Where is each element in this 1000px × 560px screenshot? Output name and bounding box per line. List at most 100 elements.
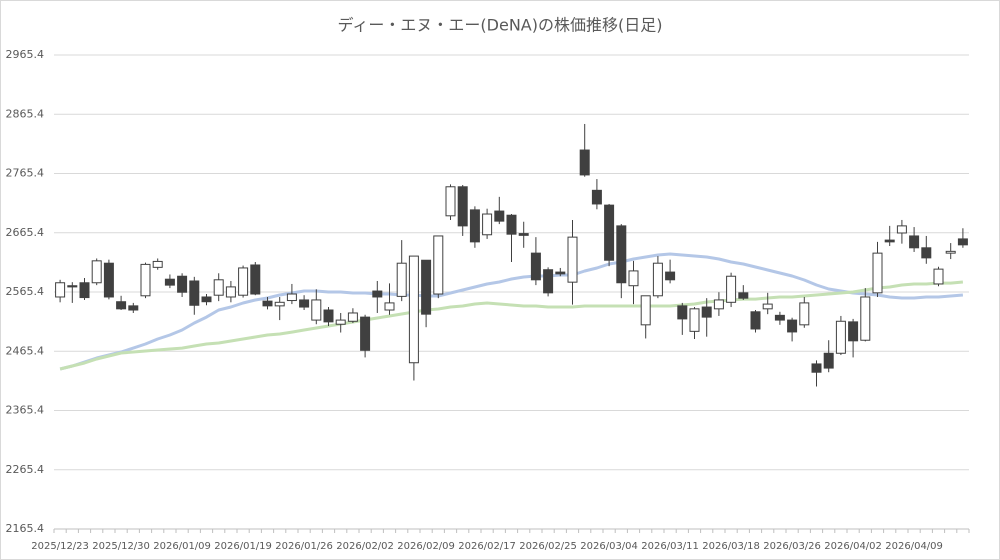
candle-body — [213, 279, 224, 296]
candle-body — [421, 259, 432, 315]
y-tick-label: 2865.4 — [6, 107, 45, 120]
candle-body — [945, 250, 956, 254]
candle-body — [750, 311, 761, 330]
x-tick-label: 2026/02/17 — [458, 541, 516, 552]
candle-body — [787, 319, 798, 333]
y-tick-label: 2465.4 — [6, 344, 45, 357]
candle-body — [103, 262, 114, 298]
candle-body — [152, 260, 163, 268]
candle-body — [177, 275, 188, 293]
x-tick-label: 2026/03/26 — [763, 541, 821, 552]
x-tick-label: 2026/03/18 — [702, 541, 760, 552]
y-tick-label: 2265.4 — [6, 463, 45, 476]
candle-body — [457, 186, 468, 227]
y-tick-label: 2565.4 — [6, 285, 45, 298]
candle-body — [921, 247, 932, 259]
y-tick-label: 2765.4 — [6, 167, 45, 180]
candle-body — [774, 314, 785, 321]
candle-body — [628, 270, 639, 287]
x-tick-label: 2026/02/09 — [397, 541, 455, 552]
x-tick-label: 2026/04/02 — [824, 541, 882, 552]
candle-body — [884, 239, 895, 243]
candle-body — [250, 264, 261, 295]
candle-body — [238, 267, 249, 296]
y-tick-label: 2165.4 — [6, 522, 45, 535]
candle-body — [543, 269, 554, 294]
candle-body — [616, 225, 627, 284]
x-tick-label: 2026/01/19 — [214, 541, 272, 552]
candle-body — [482, 213, 493, 236]
candle-body — [652, 262, 663, 297]
candle-body — [494, 210, 505, 222]
candle-body — [738, 292, 749, 299]
candle-body — [347, 312, 358, 322]
candle-body — [128, 305, 139, 311]
y-tick-label: 2365.4 — [6, 404, 45, 417]
candle-body — [189, 280, 200, 306]
candle-body — [677, 305, 688, 320]
candle-body — [811, 363, 822, 373]
candle-body — [530, 252, 541, 281]
candle-body — [860, 296, 871, 341]
candle-body — [701, 306, 712, 318]
candle-body — [579, 149, 590, 176]
candle-body — [274, 301, 285, 307]
candle-body — [555, 271, 566, 275]
candle-body — [689, 308, 700, 332]
x-tick-label: 2026/03/04 — [580, 541, 638, 552]
candle-body — [311, 299, 322, 321]
candle-body — [55, 282, 66, 298]
candle-body — [116, 301, 127, 310]
candle-body — [872, 252, 883, 294]
x-tick-label: 2026/04/09 — [885, 541, 943, 552]
candle-body — [591, 189, 602, 205]
candle-body — [91, 260, 102, 284]
candle-body — [604, 204, 615, 261]
x-tick-label: 2026/03/11 — [641, 541, 699, 552]
moving-average-line — [59, 252, 964, 371]
x-tick-label: 2025/12/23 — [31, 541, 89, 552]
candle-body — [933, 268, 944, 285]
candle-body — [164, 278, 175, 286]
candle-body — [299, 299, 310, 308]
candle-body — [909, 235, 920, 249]
candle-body — [518, 233, 529, 236]
candle-body — [408, 255, 419, 364]
x-tick-label: 2026/02/25 — [519, 541, 577, 552]
candle-body — [665, 271, 676, 281]
candle-body — [567, 236, 578, 283]
chart-title: ディー・エヌ・エー(DeNA)の株価推移(日足) — [338, 16, 663, 35]
candle-body — [896, 225, 907, 234]
candle-body — [799, 302, 810, 326]
y-tick-label: 2965.4 — [6, 48, 45, 61]
candle-body — [201, 296, 212, 303]
candle-body — [67, 285, 78, 288]
candle-body — [726, 275, 737, 303]
candle-body — [323, 309, 334, 323]
moving-average-line — [59, 280, 964, 371]
candle-body — [384, 302, 395, 311]
candle-body — [469, 209, 480, 243]
candle-body — [360, 316, 371, 351]
candle-body — [286, 293, 297, 302]
x-tick-label: 2026/02/02 — [336, 541, 394, 552]
x-tick-label: 2026/01/09 — [153, 541, 211, 552]
candle-body — [957, 238, 968, 246]
candle-body — [335, 319, 346, 325]
candle-body — [762, 303, 773, 310]
candle-body — [713, 299, 724, 310]
candle-body — [262, 300, 273, 307]
candle-body — [640, 295, 651, 326]
candle-body — [79, 282, 90, 299]
x-tick-label: 2026/01/26 — [275, 541, 333, 552]
candle-body — [445, 186, 456, 217]
candle-body — [140, 263, 151, 297]
candle-body — [396, 262, 407, 297]
candle-body — [823, 352, 834, 369]
candle-body — [848, 321, 859, 342]
candle-body — [506, 214, 517, 235]
candle-body — [433, 235, 444, 295]
y-tick-label: 2665.4 — [6, 226, 45, 239]
candle-body — [372, 290, 383, 298]
